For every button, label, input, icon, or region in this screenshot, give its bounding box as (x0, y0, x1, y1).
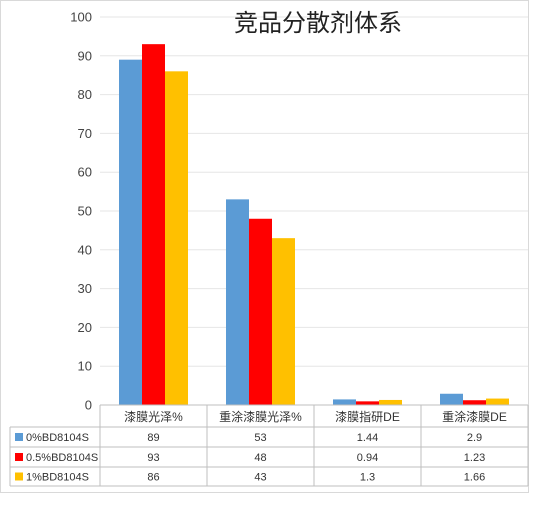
data-label: 1.44 (357, 432, 378, 444)
y-tick-label: 0 (85, 398, 92, 413)
bars (119, 44, 509, 406)
legend-swatch (15, 472, 23, 481)
data-label: 53 (254, 432, 266, 444)
bar (142, 44, 165, 405)
x-tick-label: 漆膜指研DE (335, 409, 400, 424)
data-label: 48 (254, 452, 266, 464)
x-tick-label: 重涂漆膜光泽% (219, 409, 302, 424)
data-label: 1.23 (464, 452, 485, 464)
data-label: 1.3 (360, 472, 375, 484)
bar (440, 393, 463, 405)
plot-border (0, 0, 529, 493)
legend-swatch (15, 453, 23, 461)
y-tick-label: 20 (78, 320, 92, 335)
bar (379, 399, 402, 405)
y-tick-label: 80 (78, 87, 92, 102)
legend-swatch (15, 433, 23, 441)
bar (165, 71, 188, 405)
chart-title: 竞品分散剂体系 (234, 9, 402, 37)
legend-entry: 0%BD8104S (26, 432, 89, 444)
data-label: 93 (147, 452, 159, 464)
bar (226, 199, 249, 405)
bar (272, 238, 295, 405)
bar (119, 59, 142, 406)
x-tick-label: 重涂漆膜DE (442, 409, 507, 424)
y-tick-label: 100 (70, 10, 92, 25)
y-tick-label: 70 (78, 126, 92, 141)
bar (356, 401, 379, 405)
bar (333, 399, 356, 405)
y-tick-label: 50 (78, 204, 92, 219)
legend-entry: 1%BD8104S (26, 472, 89, 484)
data-label: 1.66 (464, 472, 485, 484)
y-tick-label: 40 (78, 242, 92, 257)
y-tick-label: 30 (78, 281, 92, 296)
data-label: 43 (254, 472, 266, 484)
y-tick-label: 10 (78, 359, 92, 374)
y-tick-label: 60 (78, 165, 92, 180)
data-table: 漆膜光泽% 重涂漆膜光泽% 漆膜指研DE 重涂漆膜DE 0%BD8104S 89 53 1.4… (9, 404, 529, 487)
y-axis-ticks: 0 10 20 30 40 50 60 70 80 90 100 (70, 10, 92, 413)
legend-entry: 0.5%BD8104S (26, 452, 98, 464)
data-label: 89 (147, 432, 159, 444)
x-tick-label: 漆膜光泽% (124, 410, 183, 424)
bar (249, 218, 272, 405)
data-label: 86 (147, 472, 159, 484)
data-label: 0.94 (357, 452, 378, 464)
data-label: 2.9 (467, 432, 482, 444)
y-tick-label: 90 (78, 48, 92, 63)
bar (486, 398, 509, 405)
bar (463, 400, 486, 405)
